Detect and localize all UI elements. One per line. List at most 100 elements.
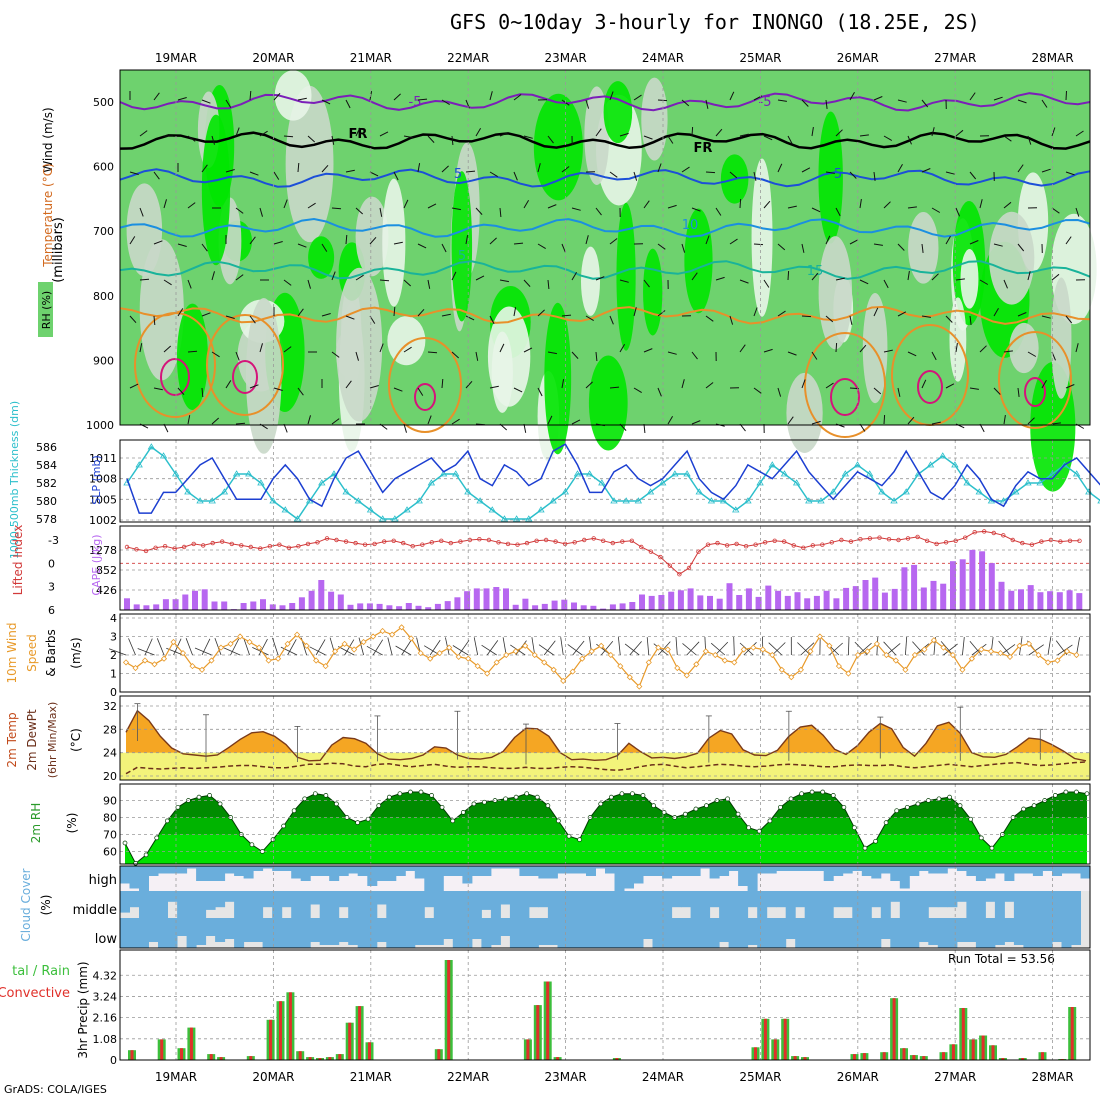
rh-contour-region xyxy=(989,211,1035,305)
surface-wind-barb xyxy=(646,637,650,656)
cloud-middle-bar xyxy=(747,891,758,908)
precip-convective-bar xyxy=(951,1044,955,1060)
day-label-bottom: 24MAR xyxy=(642,1070,684,1084)
wind-speed-point xyxy=(778,666,785,673)
wind-barb xyxy=(355,274,364,281)
wind-speed-point xyxy=(598,642,605,649)
precip-convective-bar xyxy=(803,1057,807,1060)
cape-bar xyxy=(1027,585,1034,610)
cloud-low-bar xyxy=(281,918,292,948)
thickness-point xyxy=(865,470,874,477)
precip-convective-bar xyxy=(279,1001,282,1060)
cape-bar xyxy=(503,588,509,610)
lifted-index-tick: 3 xyxy=(48,581,55,594)
wind-barb xyxy=(945,235,951,245)
surface-wind-barb xyxy=(829,642,843,656)
rh-contour-region xyxy=(908,211,939,284)
wind-barb xyxy=(177,387,185,396)
rh-point xyxy=(1074,789,1079,795)
wind-speed-point xyxy=(503,651,510,659)
wind-barb xyxy=(283,135,294,138)
cloud-high-bar xyxy=(167,866,178,874)
day-label-top: 20MAR xyxy=(252,51,294,65)
lifted-index-tick: 6 xyxy=(48,604,55,617)
precip-convective-bar xyxy=(308,1057,312,1060)
wind-speed-point xyxy=(217,644,225,651)
wind-barb xyxy=(1051,127,1056,137)
cloud-middle-bar xyxy=(319,891,330,918)
cloud-middle-bar xyxy=(1032,891,1043,918)
cloud-high-bar xyxy=(1080,866,1091,879)
pressure-tick: 900 xyxy=(93,354,114,367)
wind-barb xyxy=(897,311,907,317)
cloud-high-bar xyxy=(490,866,501,869)
cloud-high-bar xyxy=(129,866,140,889)
cloud-middle-bar xyxy=(975,891,986,918)
cloud-low-bar xyxy=(614,918,625,948)
cloud-middle-bar xyxy=(614,891,625,918)
surface-wind-barb xyxy=(800,642,815,656)
wind-speed-point xyxy=(408,635,415,642)
cape-bar xyxy=(590,605,597,610)
wind-barb xyxy=(643,200,650,209)
cape-tick: 426 xyxy=(96,584,117,597)
wind-barb xyxy=(201,312,211,317)
wind-barb xyxy=(859,199,862,209)
cloud-high-bar xyxy=(947,866,958,869)
wind-barb xyxy=(777,99,787,102)
cape-bar xyxy=(823,590,830,610)
wind-barb xyxy=(969,387,979,390)
wind-barb xyxy=(763,135,773,141)
day-label-top: 19MAR xyxy=(155,51,197,65)
cloud-high-bar xyxy=(833,866,844,876)
wind-speed-point xyxy=(446,644,453,651)
cloud-high-bar xyxy=(395,866,406,876)
cloud-low-bar xyxy=(975,918,986,948)
wind-barb xyxy=(499,279,509,283)
wind-barb xyxy=(739,198,742,209)
isotherm-line xyxy=(119,92,1091,112)
wind-speed-point xyxy=(455,653,462,660)
surface-wind-barb xyxy=(185,638,193,656)
wind-speed-point xyxy=(845,670,852,677)
wind-speed-point xyxy=(636,683,643,690)
wind-barb xyxy=(715,276,725,281)
cloud-high-bar xyxy=(795,866,806,871)
wind-barb xyxy=(907,271,910,281)
rh-point xyxy=(397,791,403,797)
cloud-high-bar xyxy=(291,866,302,879)
rh-point xyxy=(513,794,519,800)
hot-contour xyxy=(917,370,943,404)
cloud-low-bar xyxy=(272,918,283,948)
thickness-point xyxy=(342,488,350,495)
cape-bar xyxy=(366,603,373,610)
cloud-middle-bar xyxy=(947,891,958,908)
wind-speed-point xyxy=(1073,651,1080,659)
surface-wind-barb xyxy=(194,647,212,656)
wind-speed-point xyxy=(522,642,529,649)
wind-barb xyxy=(955,343,958,353)
rh-point xyxy=(767,818,773,824)
wind-barb xyxy=(259,343,263,353)
rh-contour-region xyxy=(308,236,335,279)
cloud-low-bar xyxy=(357,918,368,948)
wind-barb xyxy=(705,99,709,109)
cloud-low-bar xyxy=(547,918,558,945)
thickness-point xyxy=(585,470,594,477)
wind-barb xyxy=(705,315,714,322)
thickness-point xyxy=(464,488,472,495)
cloud-middle-bar xyxy=(528,891,539,908)
wind-speed-point xyxy=(826,642,833,649)
cape-bar xyxy=(201,589,208,610)
precip-convective-bar xyxy=(1001,1058,1005,1060)
wind-barb xyxy=(993,243,1003,247)
wind-speed-point xyxy=(398,624,405,631)
surface-wind-barb xyxy=(458,640,470,656)
cloud-middle-bar xyxy=(1061,891,1072,918)
cape-bar xyxy=(512,604,519,610)
surface-wind-barb xyxy=(309,646,326,656)
cloud-low-bar xyxy=(129,918,140,948)
precip-convective-bar xyxy=(180,1048,183,1060)
wind-barb xyxy=(153,171,160,180)
wind-barb xyxy=(393,387,403,392)
